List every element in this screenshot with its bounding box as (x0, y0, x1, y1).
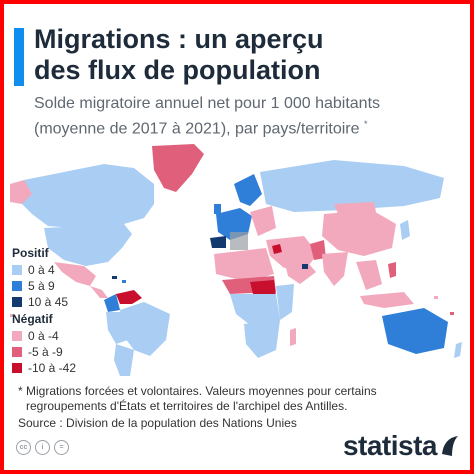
title-line-1: Migrations : un aperçu (34, 24, 324, 54)
accent-bar (14, 28, 24, 86)
legend-label: -10 à -42 (28, 361, 77, 375)
subtitle-footnote-mark: * (363, 119, 368, 129)
region-argentina-chile (114, 344, 134, 376)
region-canada (18, 164, 154, 228)
legend-positive-title: Positif (12, 246, 49, 260)
legend-swatch (12, 281, 22, 291)
region-alaska (10, 180, 32, 204)
region-pacific-island-3 (10, 314, 14, 317)
legend-swatch (12, 363, 22, 373)
region-philippines (388, 262, 396, 278)
region-southern-africa (244, 320, 280, 358)
region-brazil (120, 302, 170, 356)
by-icon[interactable]: i (35, 440, 50, 455)
region-uk (214, 204, 221, 214)
legend-item: -10 à -42 (12, 360, 76, 376)
legend-item: 5 à 9 (12, 278, 68, 294)
region-mongolia (334, 202, 376, 214)
region-caribbean (112, 276, 117, 279)
region-eastern-europe (250, 206, 276, 236)
region-china (322, 210, 396, 256)
region-japan-korea (400, 220, 410, 240)
region-india (322, 252, 348, 286)
region-colombia (104, 294, 120, 312)
infographic-frame: Migrations : un aperçu des flux de popul… (4, 4, 470, 470)
legend-swatch (12, 265, 22, 275)
region-usa (44, 224, 132, 266)
footnote-line-1: * Migrations forcées et volontaires. Val… (18, 384, 377, 398)
legend-swatch (12, 347, 22, 357)
region-syria (272, 244, 282, 254)
region-madagascar (290, 328, 296, 346)
legend-negative-title: Négatif (12, 312, 53, 326)
legend-negative: Négatif 0 à -4 -5 à -9 -10 à -42 (12, 312, 76, 376)
footnote: * Migrations forcées et volontaires. Val… (18, 384, 458, 414)
region-greenland (152, 144, 204, 192)
page-title: Migrations : un aperçu des flux de popul… (34, 24, 454, 86)
source-note: Source : Division de la population des N… (18, 416, 297, 430)
license-icons: cc i = (16, 440, 69, 455)
region-gulf-states (302, 264, 308, 269)
region-indonesia (360, 292, 414, 308)
region-north-africa (214, 248, 274, 282)
region-chad-sudan (250, 280, 276, 298)
region-new-zealand (454, 342, 462, 358)
region-pacific-island-1 (434, 296, 438, 299)
region-pacific-island-2 (450, 312, 454, 315)
brand-name: statista (342, 430, 438, 461)
legend-label: 5 à 9 (28, 279, 55, 293)
region-scandinavia (234, 174, 262, 206)
region-russia (260, 160, 444, 212)
legend-item: 0 à -4 (12, 328, 76, 344)
legend-item: 10 à 45 (12, 294, 68, 310)
legend-item: 0 à 4 (12, 262, 68, 278)
region-east-africa (276, 284, 294, 320)
statista-mark-icon (442, 436, 458, 456)
region-peru-bolivia (106, 312, 128, 344)
cc-icon[interactable]: cc (16, 440, 31, 455)
legend-item: -5 à -9 (12, 344, 76, 360)
legend-label: 10 à 45 (28, 295, 69, 309)
legend-label: 0 à 4 (28, 263, 55, 277)
statista-logo[interactable]: statista (343, 430, 460, 462)
region-caribbean-2 (122, 280, 126, 283)
footnote-line-2: regroupements d'États et territoires de … (26, 399, 348, 413)
region-pakistan (310, 240, 326, 260)
legend-label: 0 à -4 (28, 329, 59, 343)
region-venezuela (116, 290, 142, 304)
title-line-2: des flux de population (34, 55, 321, 85)
subtitle-line-1: Solde migratoire annuel net pour 1 000 h… (34, 95, 381, 112)
subtitle-line-2: (moyenne de 2017 à 2021), par pays/terri… (34, 120, 360, 138)
region-mexico (54, 262, 96, 286)
region-iberia (210, 236, 226, 248)
subtitle: Solde migratoire annuel net pour 1 000 h… (34, 94, 454, 139)
legend-label: -5 à -9 (28, 345, 63, 359)
world-map (10, 144, 462, 376)
region-highlight-box (230, 232, 248, 250)
legend-positive: Positif 0 à 4 5 à 9 10 à 45 (12, 246, 68, 310)
legend-swatch (12, 297, 22, 307)
region-australia (382, 308, 448, 354)
region-central-africa (230, 294, 280, 328)
legend-swatch (12, 331, 22, 341)
region-southeast-asia (356, 260, 382, 290)
region-central-america (90, 286, 108, 298)
nd-icon[interactable]: = (54, 440, 69, 455)
